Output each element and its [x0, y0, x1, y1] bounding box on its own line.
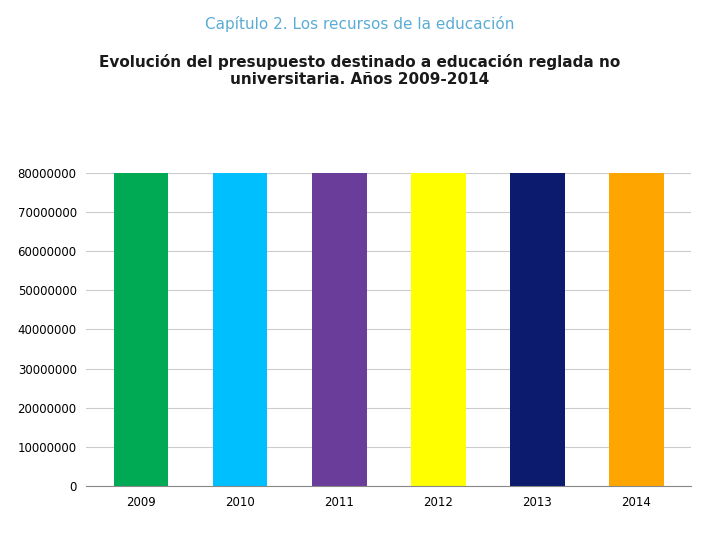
Text: Capítulo 2. Los recursos de la educación: Capítulo 2. Los recursos de la educación	[205, 16, 515, 32]
Bar	[114, 0, 168, 486]
Bar	[312, 0, 366, 486]
Bar	[213, 0, 267, 486]
Bar	[510, 0, 564, 486]
Bar	[411, 0, 466, 486]
Text: Evolución del presupuesto destinado a educación reglada no
universitaria. Años 2: Evolución del presupuesto destinado a ed…	[99, 54, 621, 87]
Bar	[609, 0, 664, 486]
